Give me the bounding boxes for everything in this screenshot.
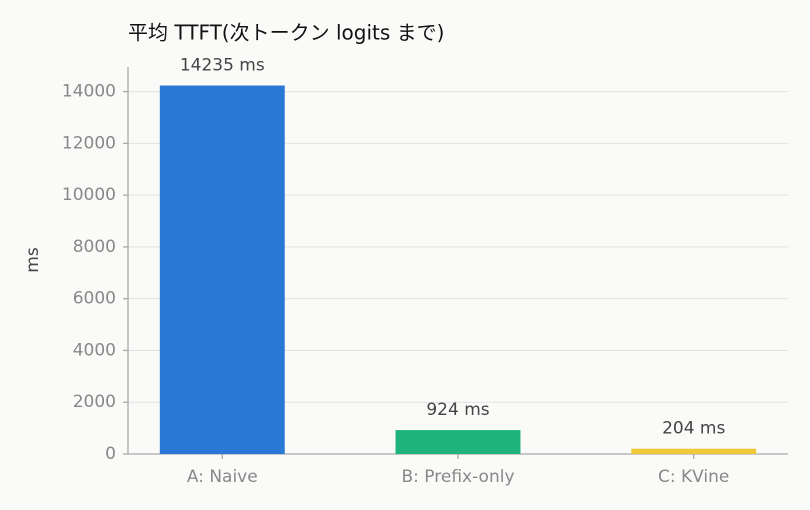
value-label: 14235 ms xyxy=(180,56,265,76)
x-tick-label: C: KVine xyxy=(658,467,729,487)
x-tick-label: B: Prefix-only xyxy=(402,467,515,487)
value-label: 924 ms xyxy=(426,400,489,420)
chart-title: 平均 TTFT(次トークン logits まで) xyxy=(128,21,444,45)
y-tick-label: 8000 xyxy=(73,237,116,257)
y-tick-label: 12000 xyxy=(62,133,116,153)
x-tick-label: A: Naive xyxy=(187,467,258,487)
y-tick-label: 10000 xyxy=(62,185,116,205)
y-tick-label: 2000 xyxy=(73,392,116,412)
value-label: 204 ms xyxy=(662,419,725,439)
y-tick-label: 4000 xyxy=(73,340,116,360)
bar xyxy=(159,85,285,454)
y-tick-label: 14000 xyxy=(62,82,116,102)
bar xyxy=(631,448,757,454)
y-tick-label: 0 xyxy=(105,444,116,464)
y-axis-label: ms xyxy=(23,247,43,273)
y-tick-label: 6000 xyxy=(73,289,116,309)
bar xyxy=(395,430,521,454)
